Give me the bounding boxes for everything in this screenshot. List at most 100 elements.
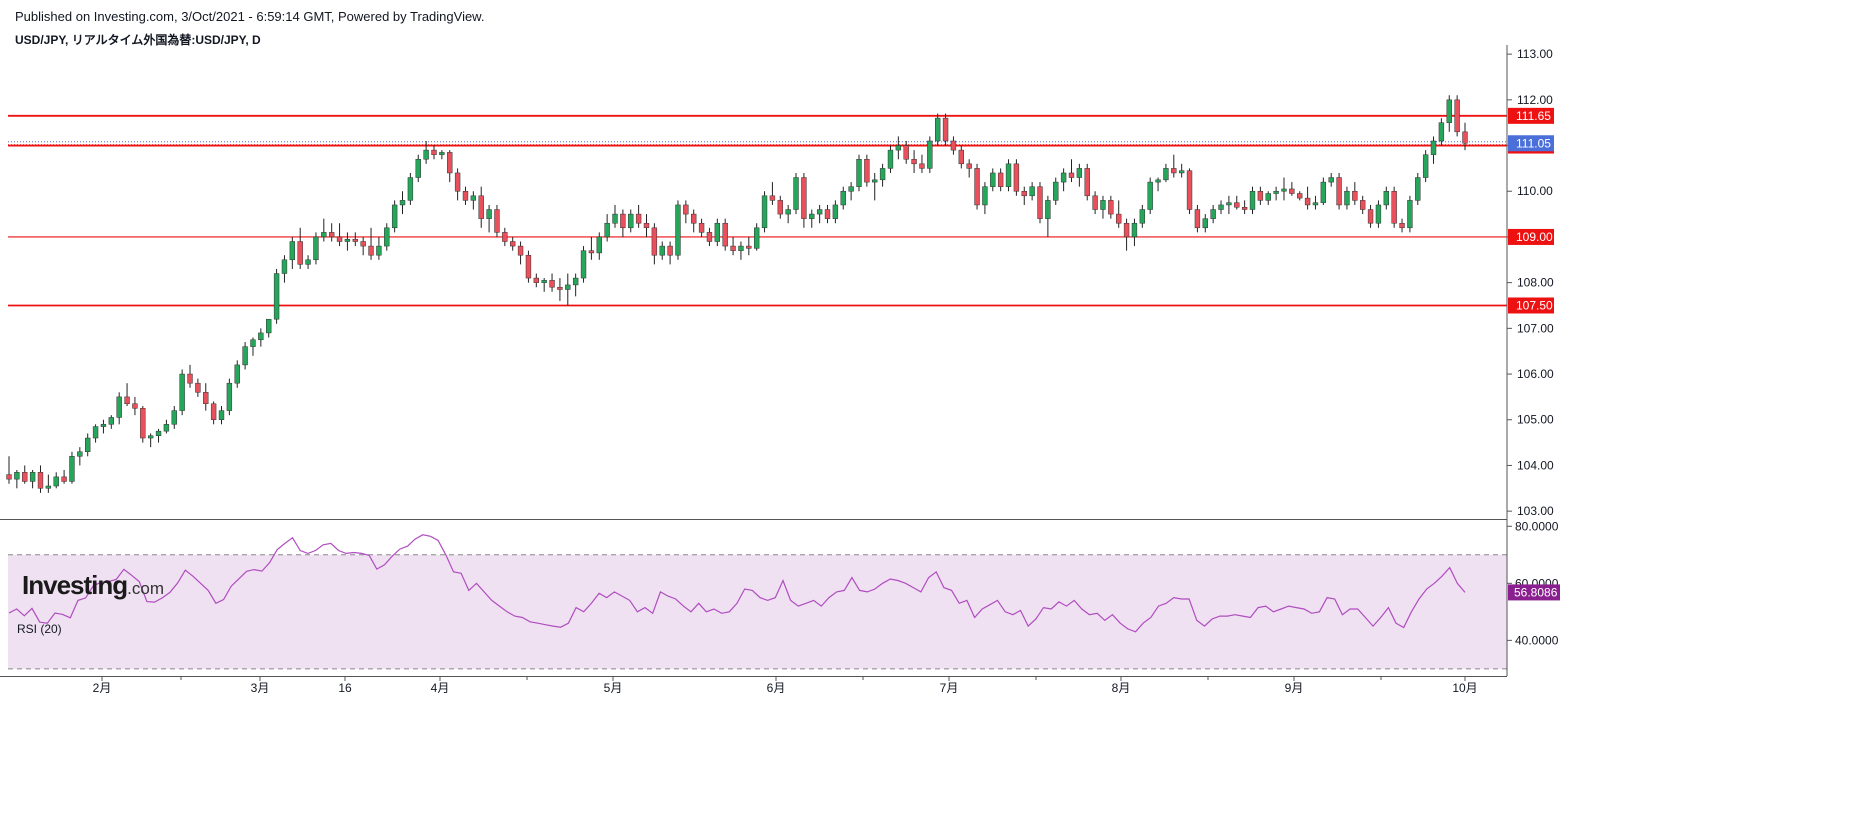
candle: [85, 433, 91, 457]
candle-body: [289, 241, 296, 261]
candle-body: [990, 172, 996, 187]
candle: [856, 154, 862, 192]
candle-body: [1328, 177, 1334, 183]
candle: [124, 383, 130, 407]
candle-body: [557, 286, 563, 290]
candle: [171, 406, 177, 429]
rsi-band: [8, 554, 1507, 669]
candle: [872, 172, 878, 201]
candle-body: [761, 195, 768, 229]
candle-body: [1123, 222, 1130, 238]
rsi-title: RSI (20): [17, 622, 62, 636]
candle-body: [108, 417, 115, 425]
rsi-value-tag-label: 56.8086: [1514, 585, 1558, 599]
candle: [1304, 186, 1311, 210]
candle-body: [203, 392, 209, 404]
candle-body: [6, 474, 12, 480]
candle-body: [510, 241, 516, 247]
candle-body: [447, 152, 453, 174]
candle-body: [1352, 190, 1358, 201]
candle: [1438, 118, 1445, 146]
candle: [1045, 195, 1051, 237]
candle-body: [321, 232, 327, 238]
candle: [1422, 150, 1429, 183]
candle: [620, 209, 626, 237]
price-tick-label: 105.00: [1517, 413, 1554, 427]
candle-body: [226, 382, 233, 411]
candle-body: [1289, 188, 1295, 194]
candle-body: [1021, 190, 1027, 197]
candle: [368, 227, 374, 260]
candle: [447, 150, 453, 183]
candle: [816, 204, 823, 224]
candle: [1320, 177, 1327, 205]
candle-body: [1281, 188, 1287, 192]
candle: [14, 470, 20, 489]
price-tick-label: 112.00: [1517, 93, 1553, 107]
price-tick-label: 110.00: [1517, 184, 1553, 198]
candle-body: [360, 241, 366, 247]
candle: [990, 168, 996, 192]
candle-body: [415, 159, 421, 178]
last-price-tag-label: 111.05: [1516, 136, 1551, 150]
candle-body: [612, 213, 618, 224]
candle-body: [100, 424, 107, 427]
time-tick-label: 10月: [1452, 681, 1477, 695]
candle-body: [691, 213, 697, 224]
candle: [1257, 186, 1264, 205]
price-tick-label: 113.00: [1517, 47, 1553, 61]
candle: [179, 369, 185, 416]
candle-body: [793, 177, 799, 210]
candle-body: [1304, 197, 1311, 206]
candle-body: [242, 346, 248, 366]
candle-body: [1108, 200, 1114, 215]
candle: [415, 154, 421, 183]
candle: [423, 140, 429, 164]
candle: [1462, 122, 1468, 151]
candle: [698, 218, 705, 237]
candle: [927, 136, 933, 173]
candle: [580, 246, 587, 283]
candle-body: [950, 140, 957, 151]
candle: [1391, 186, 1397, 228]
candle-body: [753, 227, 760, 249]
candle: [1273, 186, 1279, 201]
candle: [557, 278, 563, 301]
price-tick-label: 107.00: [1517, 321, 1554, 335]
candle-body: [1186, 170, 1193, 210]
candle: [785, 204, 791, 224]
candle: [722, 218, 728, 251]
candle-body: [1336, 177, 1342, 206]
candle-body: [903, 145, 909, 160]
candle-body: [1155, 179, 1161, 183]
candle-body: [210, 403, 217, 420]
candle: [1352, 182, 1358, 205]
candle-body: [533, 277, 539, 283]
candle-body: [1139, 209, 1146, 224]
candle: [510, 236, 516, 251]
candle-body: [92, 426, 99, 439]
candle-body: [61, 476, 67, 482]
candle-body: [541, 280, 547, 283]
candle-body: [305, 259, 311, 265]
candle: [612, 204, 618, 228]
candle-body: [1462, 131, 1468, 144]
candle: [1446, 95, 1452, 132]
candle: [1116, 200, 1122, 228]
candle: [29, 470, 36, 489]
candle: [675, 200, 681, 260]
candle: [966, 159, 972, 178]
candle-body: [935, 117, 941, 142]
candle: [407, 172, 414, 205]
candle: [1068, 159, 1075, 183]
candle: [1289, 182, 1295, 196]
candle-body: [872, 179, 878, 183]
candle: [1163, 163, 1169, 183]
candle-body: [77, 451, 83, 457]
candle-body: [328, 232, 335, 238]
candle-body: [628, 213, 634, 229]
candle-body: [1383, 190, 1389, 206]
candle-body: [1068, 172, 1075, 178]
candle: [1265, 191, 1271, 205]
candle: [683, 200, 689, 224]
